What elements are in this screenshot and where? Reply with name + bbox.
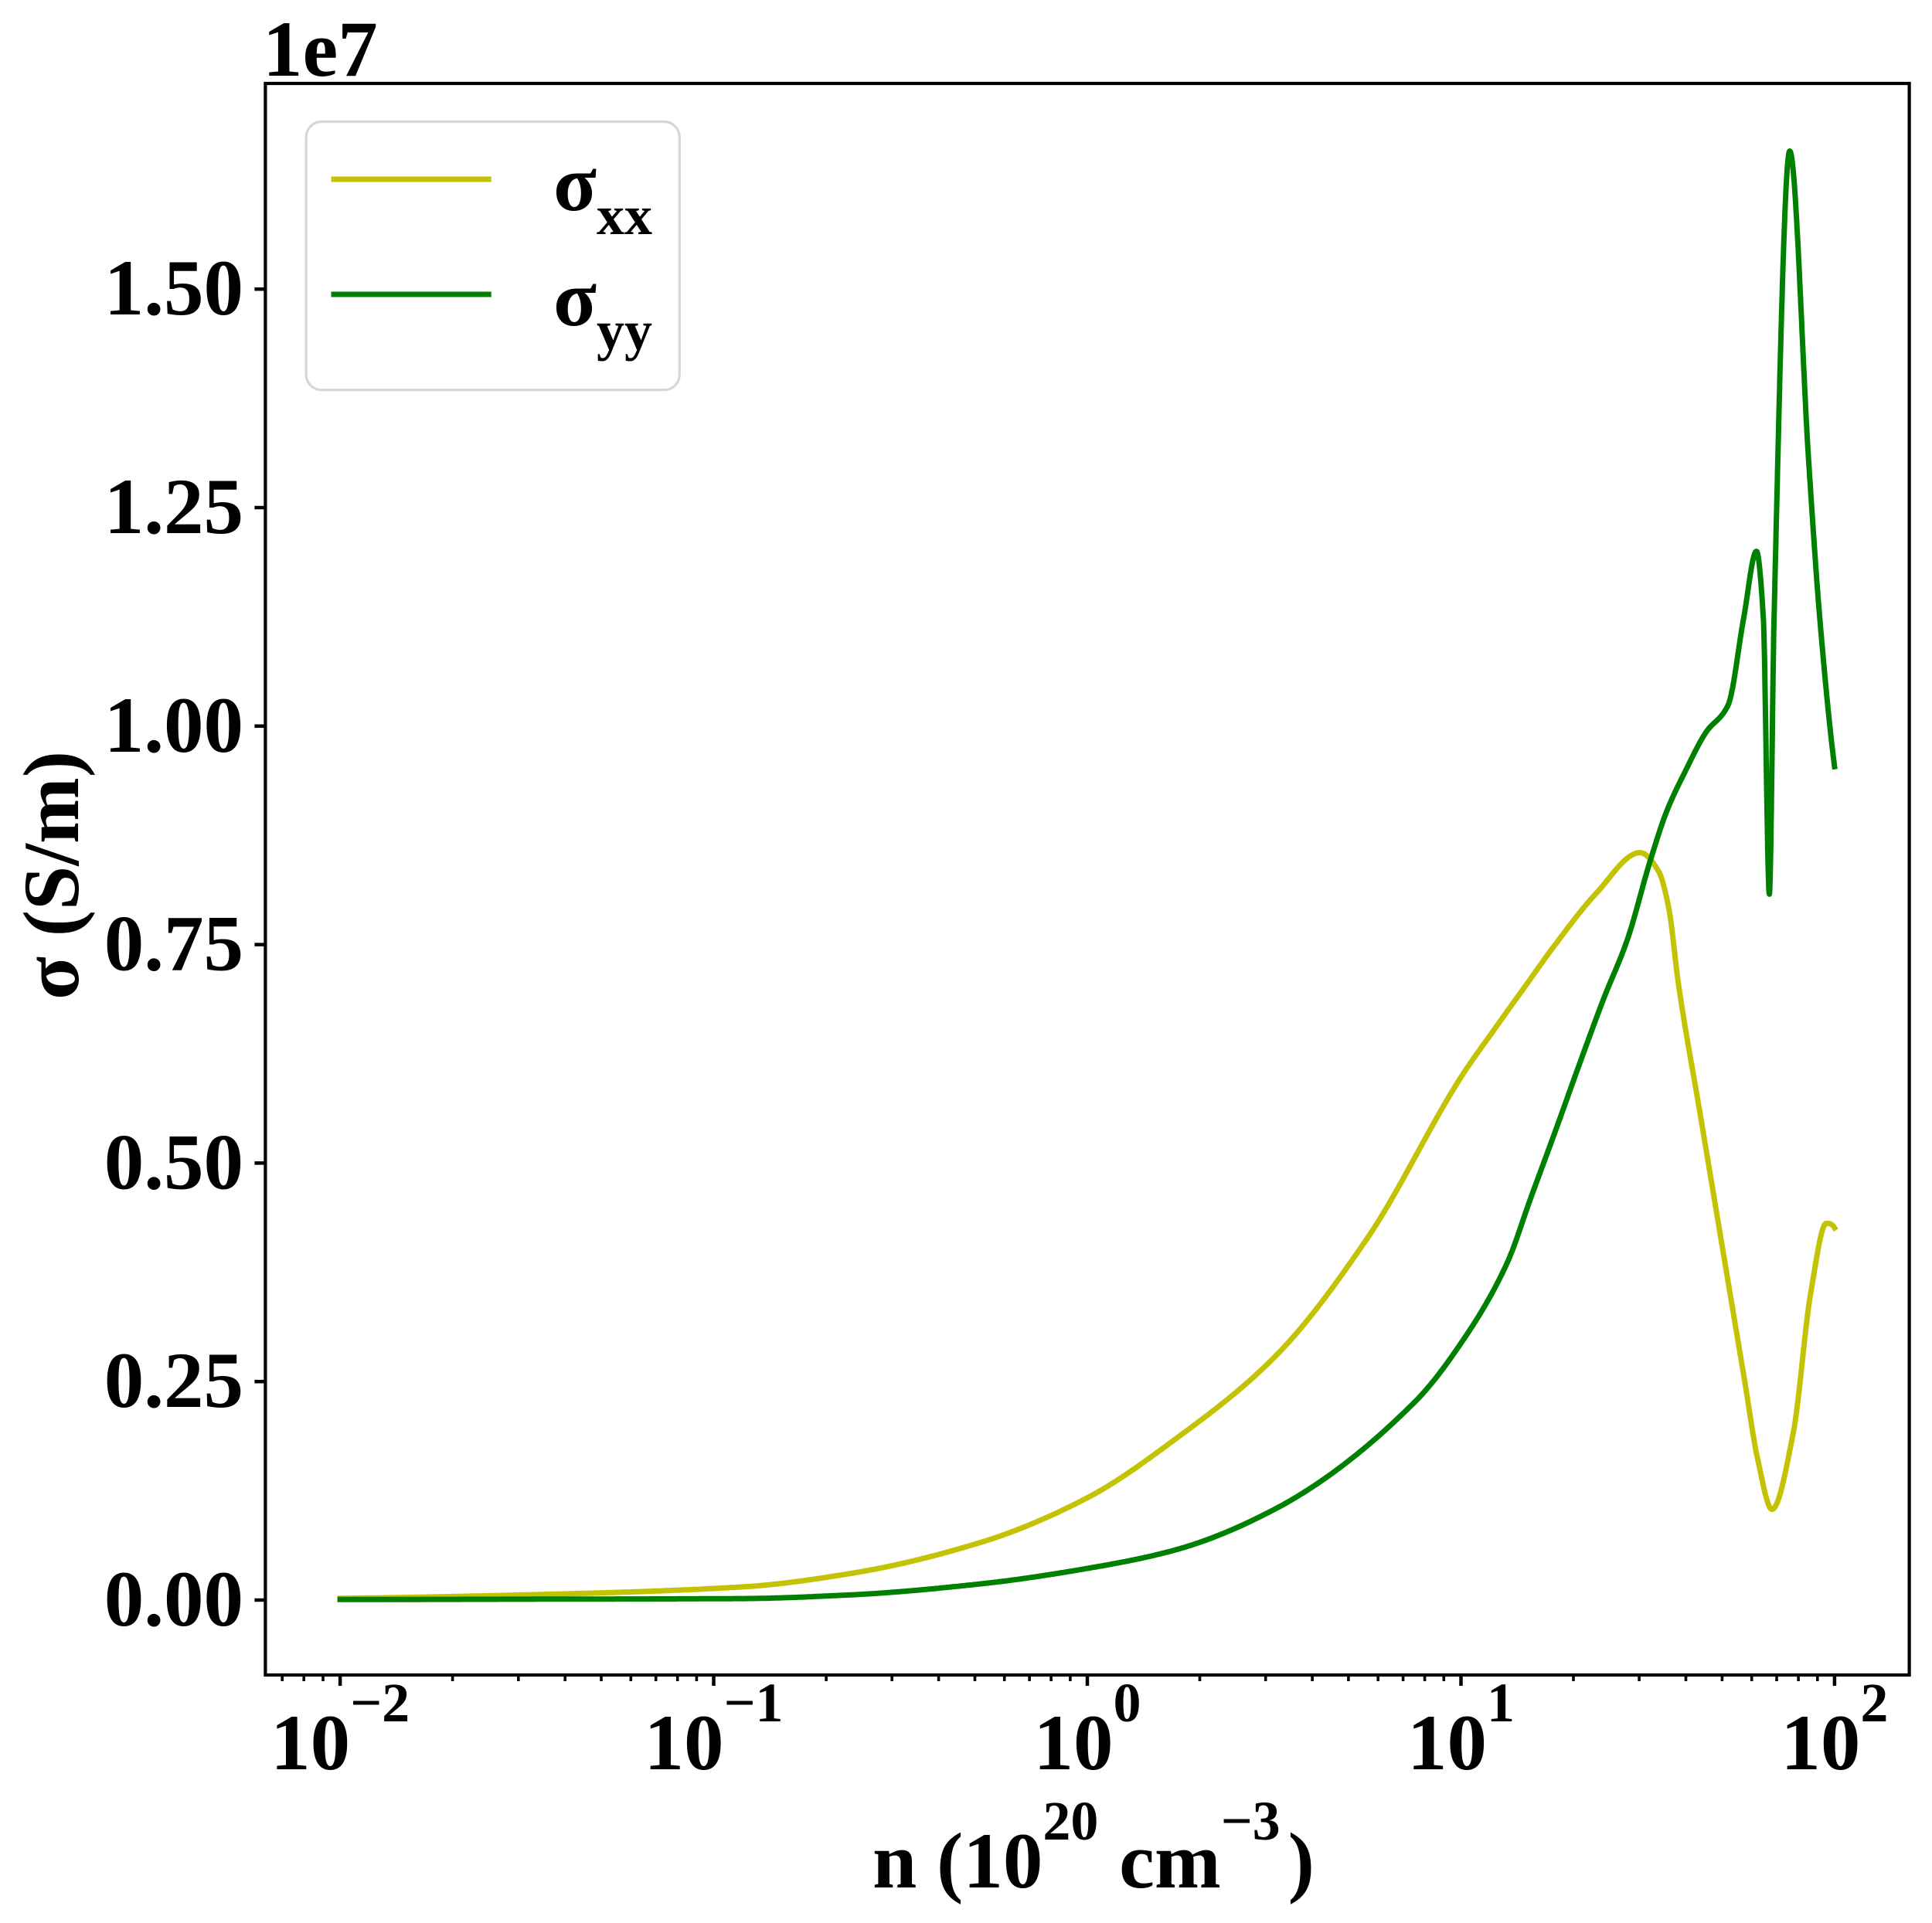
svg-text:0.50: 0.50 <box>104 1118 243 1206</box>
svg-text:1e7: 1e7 <box>263 5 378 93</box>
svg-text:0.00: 0.00 <box>104 1555 243 1643</box>
svg-text:1.50: 1.50 <box>104 244 243 332</box>
svg-text:0.25: 0.25 <box>104 1337 243 1425</box>
svg-text:1.00: 1.00 <box>104 681 243 770</box>
svg-text:σ (S/m): σ (S/m) <box>8 751 96 1000</box>
svg-text:0.75: 0.75 <box>104 900 243 988</box>
svg-text:1.25: 1.25 <box>104 463 243 551</box>
